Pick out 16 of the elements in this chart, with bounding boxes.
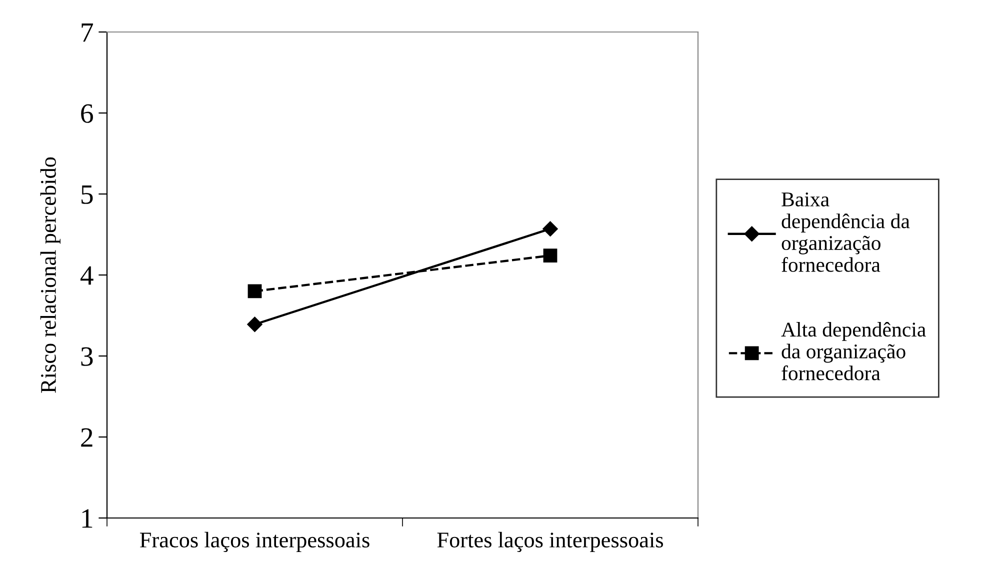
x-tick-label: Fracos laços interpessoais — [140, 532, 370, 552]
y-tick-label: 3 — [81, 347, 93, 366]
y-tick-label: 4 — [80, 266, 94, 285]
point — [248, 284, 262, 298]
x-tick-label: Fortes laços interpessoais — [437, 532, 663, 552]
legend-label: Baixa dependência da organização fornecedora — [782, 192, 910, 272]
y-tick-label: 2 — [81, 428, 92, 447]
point — [247, 316, 262, 332]
y-tick-label: 5 — [82, 185, 93, 204]
y-axis-title: Risco relacional percebido — [40, 157, 60, 393]
y-tick-label: 1 — [82, 509, 92, 528]
y-tick-label: 6 — [81, 104, 93, 123]
y-tick-label: 7 — [82, 23, 94, 42]
legend-label: Alta dependência da organização fornecedora — [781, 322, 926, 380]
point — [542, 221, 558, 236]
point — [543, 248, 558, 263]
